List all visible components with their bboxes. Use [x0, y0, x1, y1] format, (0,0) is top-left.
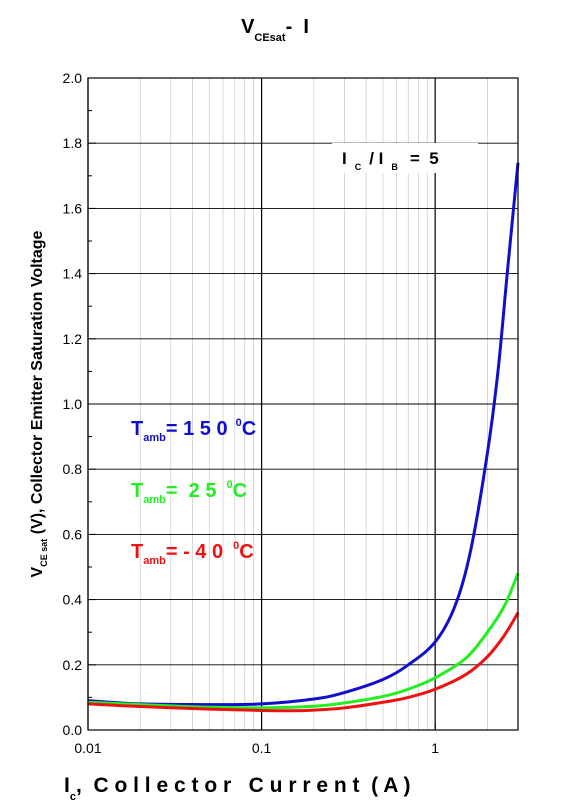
y-tick-label: 2.0: [63, 70, 83, 86]
condition-ratio: = 5: [410, 149, 439, 168]
legend-series-1: Tamb= 1 5 0 0C: [131, 417, 256, 444]
series-line-2: [87, 572, 520, 710]
condition-ic-sub: C: [355, 162, 362, 172]
condition-ib-sub: B: [391, 162, 398, 172]
legend-2-sub: amb: [143, 494, 166, 506]
legend-series-3: Tamb= - 4 0 0C: [131, 540, 254, 567]
legend-series-2: Tamb= 2 5 0C: [131, 479, 247, 506]
legend-3-sub: amb: [143, 555, 166, 567]
legend-1-sup: 0: [236, 417, 242, 429]
y-tick-label: 1.8: [63, 135, 83, 151]
condition-ib: / I: [369, 149, 383, 168]
series-line-3: [87, 611, 520, 713]
legend-1-rest: = 1 5 0: [166, 418, 228, 440]
curves: [87, 162, 520, 713]
condition-box-bg: [332, 143, 478, 173]
chart-title-rest: - I: [286, 16, 309, 38]
chart-title: VCEsat- I: [241, 16, 309, 44]
x-tick-label: 1: [431, 740, 439, 756]
series-line-1: [87, 162, 520, 707]
legend-3-main: T: [131, 541, 143, 563]
y-tick-label: 0.0: [63, 722, 83, 738]
y-tick-label: 0.2: [63, 657, 83, 673]
x-axis-label: Ic, C o l l e c t o r C u r r e n t ( A …: [64, 774, 410, 803]
y-tick-label: 1.0: [63, 396, 83, 412]
condition-box: I C / I B = 5: [332, 143, 478, 173]
legend-3-unit: C: [239, 541, 253, 563]
y-tick-label: 0.4: [63, 592, 83, 608]
chart-title-main: V: [241, 16, 255, 38]
chart-title-sub: CEsat: [254, 32, 286, 44]
condition-ic: I: [342, 149, 347, 168]
legend-1-unit: C: [242, 418, 256, 440]
y-tick-label: 1.4: [63, 266, 83, 282]
legend-3-rest: = - 4 0: [166, 541, 223, 563]
legend-2-unit: C: [233, 480, 247, 502]
y-tick-label: 0.8: [63, 461, 83, 477]
y-tick-label: 0.6: [63, 526, 83, 542]
legend-2-main: T: [131, 480, 143, 502]
legend-1-sub: amb: [143, 432, 166, 444]
legend-3-sup: 0: [233, 540, 239, 552]
condition-label: I C / I B = 5: [342, 149, 439, 172]
x-tick-label: 0.01: [74, 740, 101, 756]
legend-2-sup: 0: [226, 479, 232, 491]
y-axis-label: VCE sat (V), Collector Emitter Saturatio…: [29, 230, 49, 577]
y-axis-label-rest: (V), Collector Emitter Saturation Voltag…: [29, 230, 46, 538]
y-axis-label-sub: CE sat: [39, 539, 49, 567]
x-tick-label: 0.1: [252, 740, 272, 756]
x-axis-label-sub: c: [70, 791, 76, 803]
grid: [87, 77, 519, 731]
x-axis-label-rest: , C o l l e c t o r C u r r e n t ( A ): [76, 774, 410, 797]
x-axis-label-main: I: [64, 774, 70, 797]
legend-2-rest: = 2 5: [166, 480, 217, 502]
ticks: 0.0 0.2 0.4 0.6 0.8 1.0 1.2 1.4 1.6 1.8 2.0 0.01 0.1…: [63, 70, 440, 756]
legend: Tamb= 1 5 0 0C Tamb= 2 5 0C Tamb= - 4 0 0C: [131, 417, 256, 567]
legend-1-main: T: [131, 418, 143, 440]
y-axis-label-main: V: [29, 566, 46, 577]
y-tick-label: 1.6: [63, 200, 83, 216]
y-tick-label: 1.2: [63, 331, 83, 347]
